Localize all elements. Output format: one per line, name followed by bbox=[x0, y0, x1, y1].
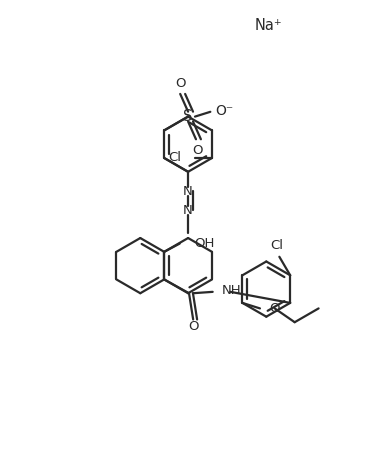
Text: Cl: Cl bbox=[270, 240, 283, 252]
Text: O: O bbox=[175, 77, 185, 90]
Text: O⁻: O⁻ bbox=[215, 104, 233, 118]
Text: NH: NH bbox=[222, 284, 241, 297]
Text: O: O bbox=[269, 302, 279, 315]
Text: O: O bbox=[188, 320, 198, 333]
Text: N: N bbox=[183, 185, 193, 198]
Text: N: N bbox=[183, 204, 193, 217]
Text: S: S bbox=[184, 109, 193, 124]
Text: Na⁺: Na⁺ bbox=[255, 19, 283, 34]
Text: O: O bbox=[193, 144, 203, 157]
Text: Cl: Cl bbox=[168, 151, 181, 164]
Text: OH: OH bbox=[194, 237, 215, 250]
